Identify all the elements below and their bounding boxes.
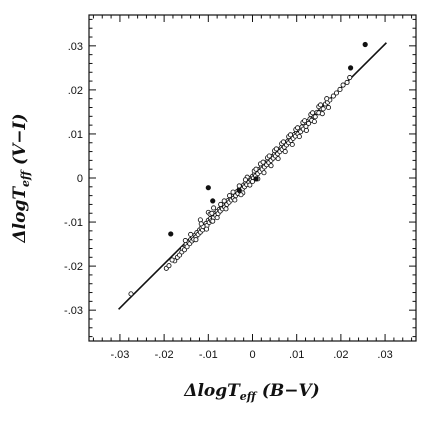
data-points [128,41,368,297]
open-data-point [210,218,216,224]
x-tick-label: .01 [289,349,304,361]
open-data-point [289,141,295,148]
open-data-point [344,79,350,85]
y-tick-label: .01 [68,129,83,141]
open-data-point [287,132,294,138]
open-data-point [197,217,203,223]
open-data-point [330,93,336,99]
open-data-point [184,244,190,250]
y-tick-label: .03 [68,41,83,53]
open-data-point [242,177,248,183]
filled-data-point [205,185,211,191]
open-data-point [268,163,274,169]
x-tick-label: .02 [333,349,348,361]
open-data-point [218,201,224,207]
y-axis-label-suffix: (V−I) [10,113,30,170]
filled-data-point [210,198,216,204]
y-tick-label: .02 [68,85,83,97]
open-data-point [236,183,242,189]
y-tick-label: -.01 [64,217,83,229]
x-tick-label: -.01 [199,349,218,361]
open-data-point [230,189,236,195]
x-tick-labels: -.03 -.02 -.01 0 .01 .02 .03 [110,349,392,361]
x-axis-label: ΔlogTeff (B−V) [183,381,319,403]
filled-data-point [347,65,354,71]
open-data-point [275,156,281,162]
open-data-point [273,146,279,152]
open-data-point [253,166,259,172]
open-data-point [280,139,286,145]
open-data-point [340,82,346,88]
open-data-point [319,111,325,117]
filled-data-point [362,41,368,48]
open-data-point [198,221,204,227]
x-tick-label: .03 [377,349,392,361]
y-tick-label: -.03 [64,305,83,317]
open-data-point [166,263,172,269]
open-data-point [320,106,326,112]
open-data-point [266,153,272,159]
open-data-point [260,159,266,165]
x-tick-label: 0 [249,349,255,361]
axis-ticks [89,15,416,341]
open-data-point [302,118,308,124]
open-data-point [311,119,317,125]
x-axis-label-suffix: (B−V) [256,381,320,401]
open-data-point [238,192,244,198]
open-data-point [247,182,253,188]
open-data-point [306,120,312,126]
x-axis-label-prefix: ΔlogT [183,381,241,401]
open-data-point [261,170,267,176]
x-axis-label-subscript: eff [240,390,258,403]
open-data-point [310,110,316,116]
open-data-point [303,127,309,133]
open-data-point [282,149,288,155]
y-axis-label-prefix: ΔlogT [10,186,30,244]
open-data-point [324,96,330,102]
x-tick-label: -.02 [155,349,174,361]
open-data-point [347,75,353,81]
open-data-point [325,104,332,111]
open-data-point [296,134,302,140]
y-tick-labels: -.03 -.02 -.01 0 .01 .02 .03 [64,41,83,317]
filled-data-point [253,176,259,182]
open-data-point [333,90,339,96]
open-data-point [221,198,227,204]
y-tick-label: 0 [77,173,83,185]
open-data-point [209,210,215,216]
open-data-point [188,231,194,237]
open-data-point [337,86,343,92]
open-data-point [169,257,175,263]
open-data-point [249,178,256,185]
open-data-point [232,197,238,203]
y-axis-label: ΔlogTeff (V−I) [10,113,32,243]
open-data-point [318,102,324,108]
open-data-point [214,215,220,221]
y-tick-label: -.02 [64,261,83,273]
filled-data-point [236,187,242,193]
filled-data-point [168,231,174,237]
x-tick-label: -.03 [110,349,129,361]
open-data-point [211,205,217,211]
open-data-point [193,237,199,243]
open-data-point [128,291,134,297]
open-data-point [204,226,210,232]
open-data-point [312,114,318,120]
open-data-point [223,206,229,212]
open-data-point [182,238,188,244]
y-axis-label-subscript: eff [19,169,32,187]
open-data-point [181,247,187,253]
open-data-point [226,193,233,199]
open-data-point [295,125,301,131]
